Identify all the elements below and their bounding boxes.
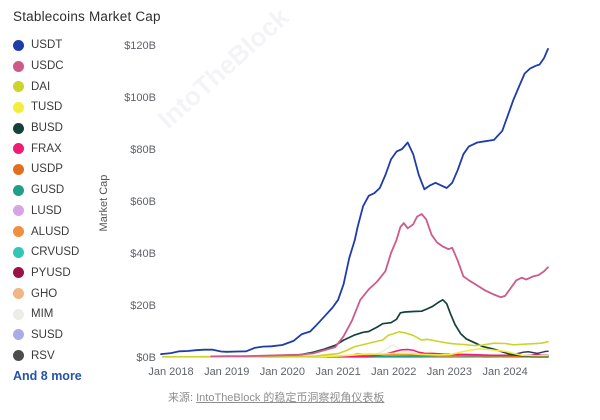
legend-item-usdc[interactable]: USDC <box>13 56 82 77</box>
x-tick-label: Jan 2019 <box>204 366 249 378</box>
x-tick-label: Jan 2020 <box>260 366 305 378</box>
legend-label: MIM <box>31 308 54 321</box>
legend-label: ALUSD <box>31 225 70 238</box>
x-tick-label: Jan 2024 <box>482 366 527 378</box>
legend-dot-icon-gho <box>13 288 24 300</box>
legend-item-busd[interactable]: BUSD <box>13 118 82 139</box>
legend-dot-icon-dai <box>13 81 24 93</box>
legend-label: CRVUSD <box>31 246 80 259</box>
legend-label: LUSD <box>31 204 62 217</box>
x-tick-label: Jan 2018 <box>148 366 193 378</box>
legend-label: GUSD <box>31 184 65 197</box>
legend-item-frax[interactable]: FRAX <box>13 138 82 159</box>
legend-dot-icon-susd <box>13 329 24 341</box>
ticks-group: $0B $20B $40B $60B $80B $100B $120B Jan 2018 Jan… <box>124 40 528 378</box>
y-axis-title: Market Cap <box>98 175 110 232</box>
legend-item-mim[interactable]: MIM <box>13 304 82 325</box>
legend-label: USDP <box>31 163 63 176</box>
x-tick-label: Jan 2023 <box>427 366 472 378</box>
legend-dot-icon-alusd <box>13 226 24 238</box>
legend-item-pyusd[interactable]: PYUSD <box>13 263 82 284</box>
legend-dot-icon-crvusd <box>13 246 24 258</box>
series-line-usdt <box>160 48 549 356</box>
legend-label: PYUSD <box>31 266 71 279</box>
legend-dot-icon-tusd <box>13 101 24 113</box>
series-line-dai <box>161 330 549 358</box>
y-tick-label: $20B <box>130 300 156 312</box>
legend-dot-icon-busd <box>13 122 24 134</box>
source-link[interactable]: IntoTheBlock 的稳定币洞察视角仪表板 <box>196 392 385 404</box>
legend-item-usdp[interactable]: USDP <box>13 159 82 180</box>
legend-label: TUSD <box>31 101 63 114</box>
y-tick-label: $60B <box>130 196 156 208</box>
legend-item-susd[interactable]: SUSD <box>13 325 82 346</box>
legend-dot-icon-usdc <box>13 60 24 72</box>
legend-item-rsv[interactable]: RSV <box>13 345 82 366</box>
legend: USDT USDC DAI TUSD BUSD FRAX USDP GUSD LUSD ALUSD… <box>13 35 82 383</box>
legend-item-tusd[interactable]: TUSD <box>13 97 82 118</box>
legend-dot-icon-rsv <box>13 350 24 362</box>
y-tick-label: $40B <box>130 248 156 260</box>
x-tick-label: Jan 2022 <box>371 366 416 378</box>
x-tick-label: Jan 2021 <box>315 366 360 378</box>
legend-label: SUSD <box>31 328 63 341</box>
legend-dot-icon-pyusd <box>13 267 24 279</box>
legend-item-dai[interactable]: DAI <box>13 76 82 97</box>
legend-item-usdt[interactable]: USDT <box>13 35 82 56</box>
source-line: 来源: IntoTheBlock 的稳定币洞察视角仪表板 <box>168 389 384 405</box>
y-tick-label: $100B <box>124 92 156 104</box>
y-tick-label: $0B <box>136 352 156 364</box>
legend-item-crvusd[interactable]: CRVUSD <box>13 242 82 263</box>
legend-item-gusd[interactable]: GUSD <box>13 180 82 201</box>
legend-dot-icon-usdt <box>13 39 24 51</box>
legend-dot-icon-usdp <box>13 163 24 175</box>
legend-more-link[interactable]: And 8 more <box>13 369 82 383</box>
legend-dot-icon-gusd <box>13 184 24 196</box>
series-line-busd <box>265 298 549 358</box>
legend-item-lusd[interactable]: LUSD <box>13 201 82 222</box>
legend-item-gho[interactable]: GHO <box>13 283 82 304</box>
legend-item-alusd[interactable]: ALUSD <box>13 221 82 242</box>
legend-label: BUSD <box>31 122 63 135</box>
series-line-frax <box>334 348 549 358</box>
y-tick-label: $120B <box>124 40 156 52</box>
legend-dot-icon-lusd <box>13 205 24 217</box>
legend-label: USDT <box>31 39 63 52</box>
legend-label: GHO <box>31 287 58 300</box>
source-prefix: 来源: <box>168 392 197 404</box>
legend-label: RSV <box>31 349 55 362</box>
legend-label: USDC <box>31 60 64 73</box>
series-line-usdc <box>210 213 549 358</box>
legend-label: DAI <box>31 80 51 93</box>
legend-dot-icon-mim <box>13 308 24 320</box>
y-tick-label: $80B <box>130 144 156 156</box>
series-group <box>160 48 549 358</box>
legend-dot-icon-frax <box>13 143 24 155</box>
legend-label: FRAX <box>31 142 62 155</box>
page-title: Stablecoins Market Cap <box>13 9 161 24</box>
